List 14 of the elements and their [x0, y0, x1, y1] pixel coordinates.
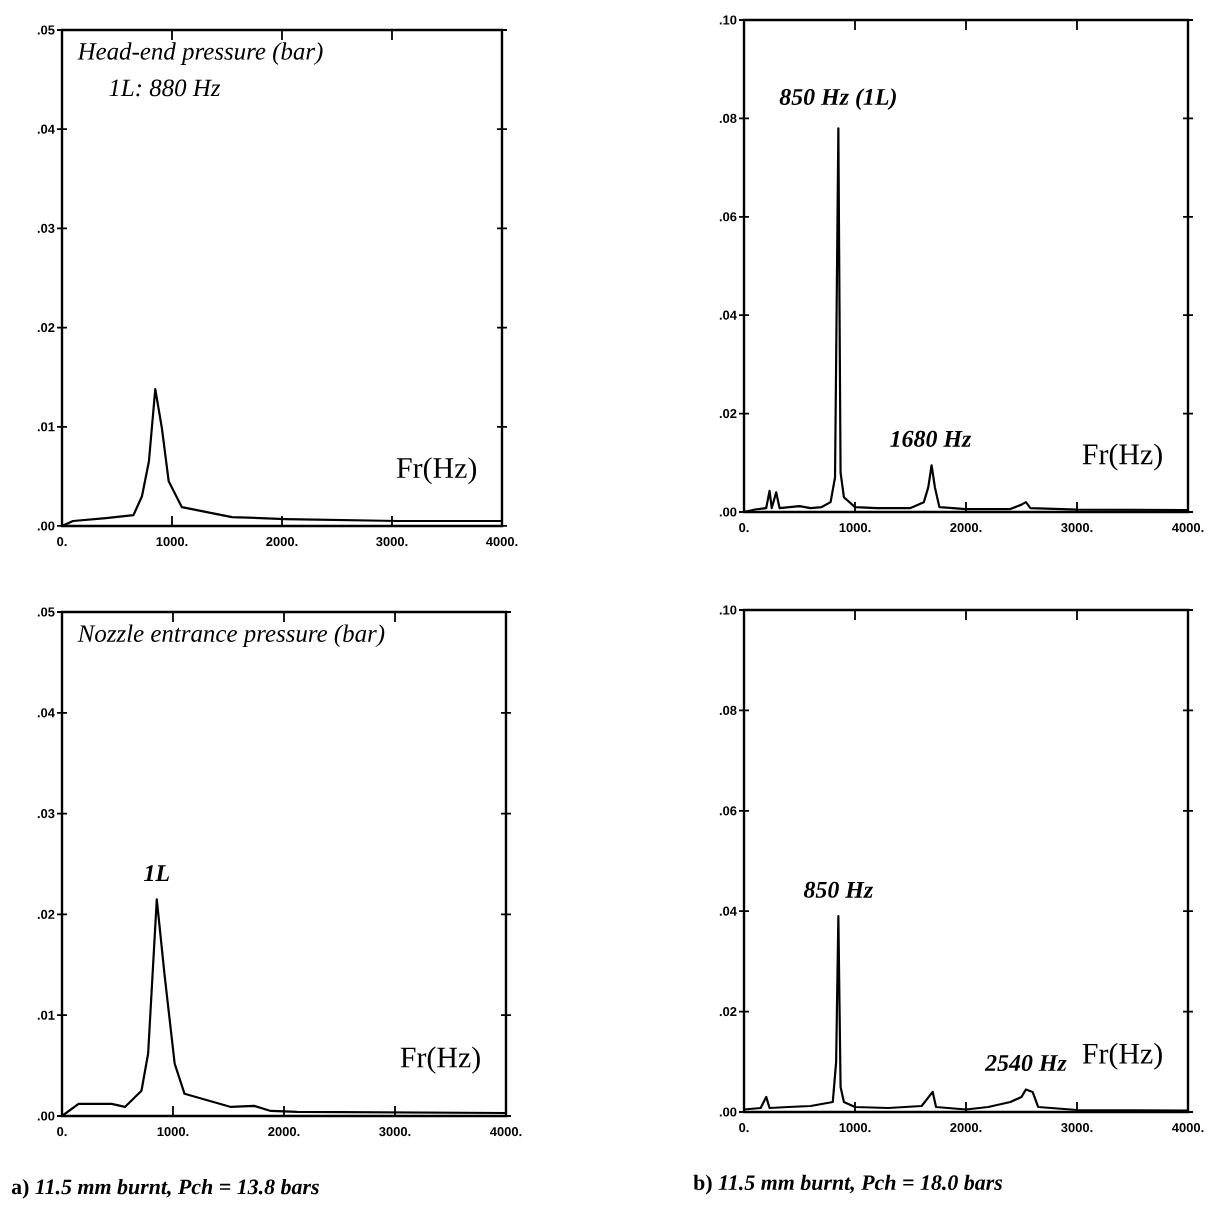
- chart-title: Head-end pressure (bar): [77, 42, 323, 65]
- text: a) 11.5 mm burnt, Pch = 13.8 bars: [11, 1178, 319, 1199]
- x-axis-title: Fr(Hz): [396, 457, 477, 485]
- x-axis-title: Fr(Hz): [1082, 443, 1162, 471]
- text: 1L: 880 Hz: [109, 79, 221, 97]
- annotation: 850 Hz: [803, 881, 874, 898]
- annotation: 1L: [144, 865, 169, 881]
- x-axis-title: Fr(Hz): [1082, 1042, 1162, 1070]
- annotation: 850 Hz (1L): [779, 88, 896, 110]
- text: b) 11.5 mm burnt, Pch = 18.0 bars: [693, 1174, 1003, 1195]
- x-axis-title: Fr(Hz): [400, 1046, 480, 1074]
- annotation: 1680 Hz: [890, 430, 972, 447]
- annotation: 2540 Hz: [984, 1054, 1067, 1072]
- chart-title: Nozzle entrance pressure (bar): [77, 624, 385, 648]
